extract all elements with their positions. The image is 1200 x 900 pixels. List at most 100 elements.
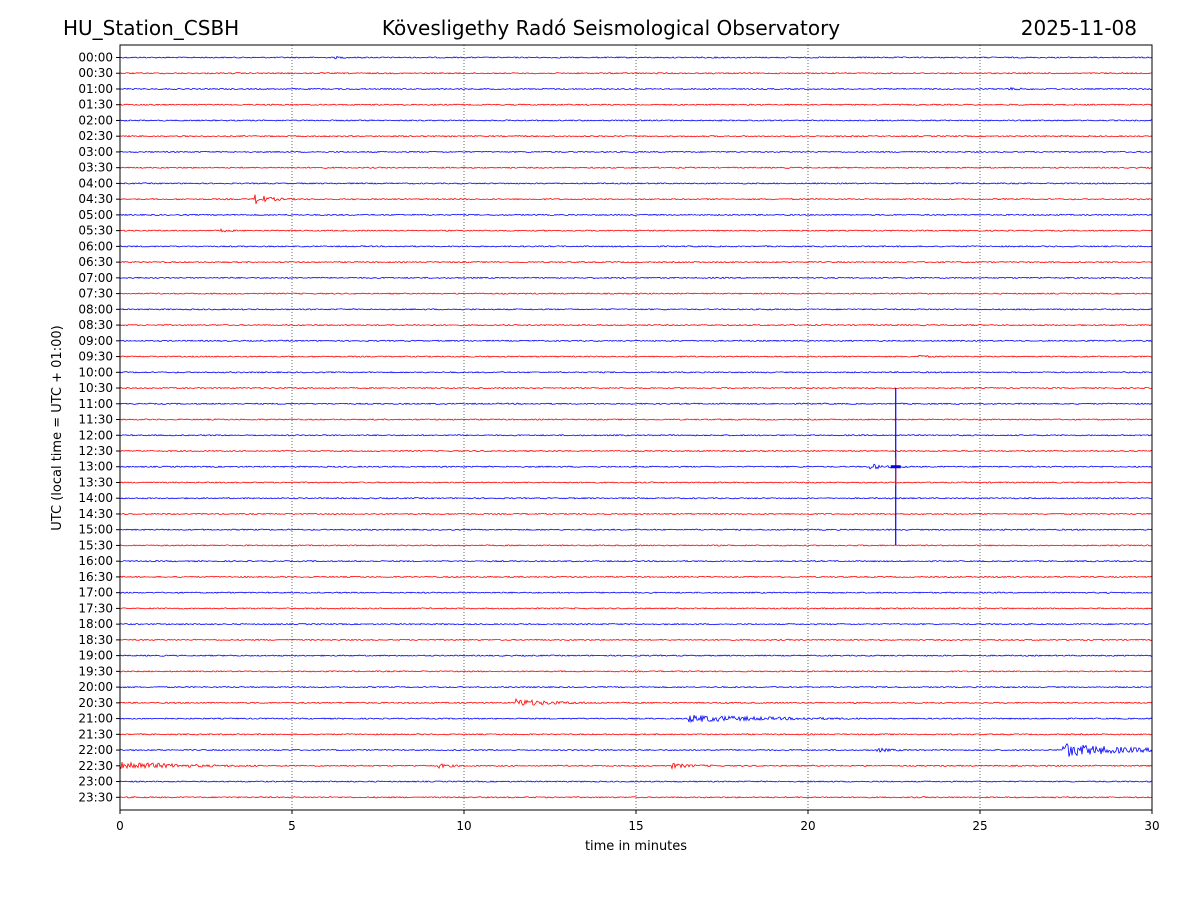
y-tick-label: 10:00 [78, 365, 113, 379]
trace-1300 [119, 463, 1153, 470]
y-tick-label: 11:00 [78, 397, 113, 411]
y-tick-label: 12:30 [78, 444, 113, 458]
vertical-grid [291, 45, 981, 810]
y-tick-label: 21:00 [78, 712, 113, 726]
x-tick-label: 5 [288, 819, 296, 833]
x-tick-label: 0 [116, 819, 124, 833]
trace-0900 [119, 339, 1152, 342]
y-tick-label: 04:30 [78, 192, 113, 206]
trace-2030 [119, 697, 1153, 706]
y-tick-label: 23:00 [78, 775, 113, 789]
trace-2230 [119, 761, 1153, 771]
y-tick-label: 10:30 [78, 381, 113, 395]
y-tick-label: 17:00 [78, 586, 113, 600]
trace-2330 [119, 796, 1153, 799]
helicorder-traces [119, 55, 1153, 799]
trace-2200 [119, 743, 1153, 757]
trace-0230 [119, 134, 1153, 138]
y-tick-label: 06:30 [78, 255, 113, 269]
y-tick-label: 09:00 [78, 334, 113, 348]
trace-0400 [119, 182, 1153, 185]
trace-0930 [119, 354, 1153, 359]
x-tick-label: 10 [456, 819, 471, 833]
earthquake-spike [890, 388, 901, 546]
trace-0600 [119, 245, 1153, 248]
trace-0630 [119, 260, 1153, 264]
y-tick-label: 22:00 [78, 743, 113, 757]
trace-0130 [119, 103, 1153, 106]
trace-1330 [119, 481, 1153, 484]
y-tick-label: 09:30 [78, 350, 113, 364]
y-tick-label: 19:00 [78, 649, 113, 663]
trace-2000 [119, 685, 1153, 689]
y-tick-label: 03:30 [78, 161, 113, 175]
y-tick-label: 15:00 [78, 523, 113, 537]
trace-0700 [119, 276, 1153, 279]
trace-1500 [119, 528, 1153, 531]
y-tick-label: 03:00 [78, 145, 113, 159]
trace-1030 [119, 386, 1153, 390]
trace-0830 [119, 323, 1153, 327]
x-axis-label: time in minutes [585, 839, 687, 854]
y-tick-label: 14:30 [78, 507, 113, 521]
y-tick-label: 11:30 [78, 413, 113, 427]
trace-0500 [120, 213, 1153, 217]
trace-0200 [119, 119, 1153, 122]
y-tick-label: 07:00 [78, 271, 113, 285]
y-tick-label: 18:30 [78, 633, 113, 647]
y-tick-label: 21:30 [78, 727, 113, 741]
trace-2100 [119, 714, 1153, 724]
y-tick-label: 23:30 [78, 790, 113, 804]
y-tick-label: 06:00 [78, 239, 113, 253]
station-title: HU_Station_CSBH [63, 16, 239, 40]
y-tick-label: 20:00 [78, 680, 113, 694]
trace-1600 [119, 560, 1153, 563]
trace-1400 [119, 496, 1153, 500]
trace-1200 [119, 434, 1153, 437]
trace-1930 [119, 670, 1153, 673]
x-tick-label: 15 [628, 819, 643, 833]
trace-0430 [119, 194, 1153, 205]
trace-2300 [119, 780, 1153, 783]
trace-1630 [119, 575, 1153, 579]
trace-1730 [120, 607, 1153, 610]
trace-1130 [119, 418, 1153, 421]
y-tick-label: 19:30 [78, 664, 113, 678]
date-title: 2025-11-08 [1021, 16, 1137, 40]
trace-1700 [119, 591, 1153, 594]
y-tick-label: 20:30 [78, 696, 113, 710]
y-tick-label: 00:30 [78, 66, 113, 80]
x-tick-label: 20 [800, 819, 815, 833]
trace-2130 [119, 733, 1153, 736]
y-tick-label: 05:00 [78, 208, 113, 222]
y-tick-label: 12:00 [78, 428, 113, 442]
y-tick-label: 22:30 [78, 759, 113, 773]
y-tick-label: 01:30 [78, 98, 113, 112]
y-tick-label: 13:30 [78, 475, 113, 489]
trace-1000 [119, 371, 1153, 374]
trace-0530 [119, 228, 1153, 233]
trace-0100 [119, 86, 1153, 91]
trace-0030 [119, 72, 1152, 75]
observatory-title: Kövesligethy Radó Seismological Observat… [382, 16, 840, 40]
y-tick-label: 01:00 [78, 82, 113, 96]
trace-1830 [119, 638, 1153, 642]
trace-1900 [120, 654, 1152, 657]
trace-0730 [119, 292, 1153, 295]
y-tick-label: 15:30 [78, 538, 113, 552]
y-tick-label: 04:00 [78, 176, 113, 190]
x-axis-ticks: 0 5 10 15 20 25 30 [116, 810, 1160, 833]
y-tick-label: 02:30 [78, 129, 113, 143]
trace-1100 [119, 402, 1153, 405]
y-tick-label: 07:30 [78, 287, 113, 301]
trace-1430 [119, 512, 1153, 516]
y-tick-label: 17:30 [78, 601, 113, 615]
y-axis-label: UTC (local time = UTC + 01:00) [50, 325, 65, 530]
y-tick-label: 14:00 [78, 491, 113, 505]
y-tick-label: 02:00 [78, 113, 113, 127]
trace-1530 [119, 544, 1153, 547]
trace-0300 [119, 150, 1153, 154]
trace-0330 [119, 166, 1153, 169]
